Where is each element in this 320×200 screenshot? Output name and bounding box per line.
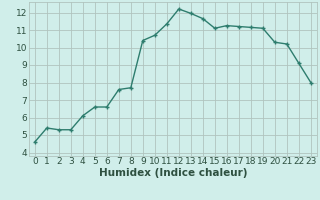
X-axis label: Humidex (Indice chaleur): Humidex (Indice chaleur)	[99, 168, 247, 178]
